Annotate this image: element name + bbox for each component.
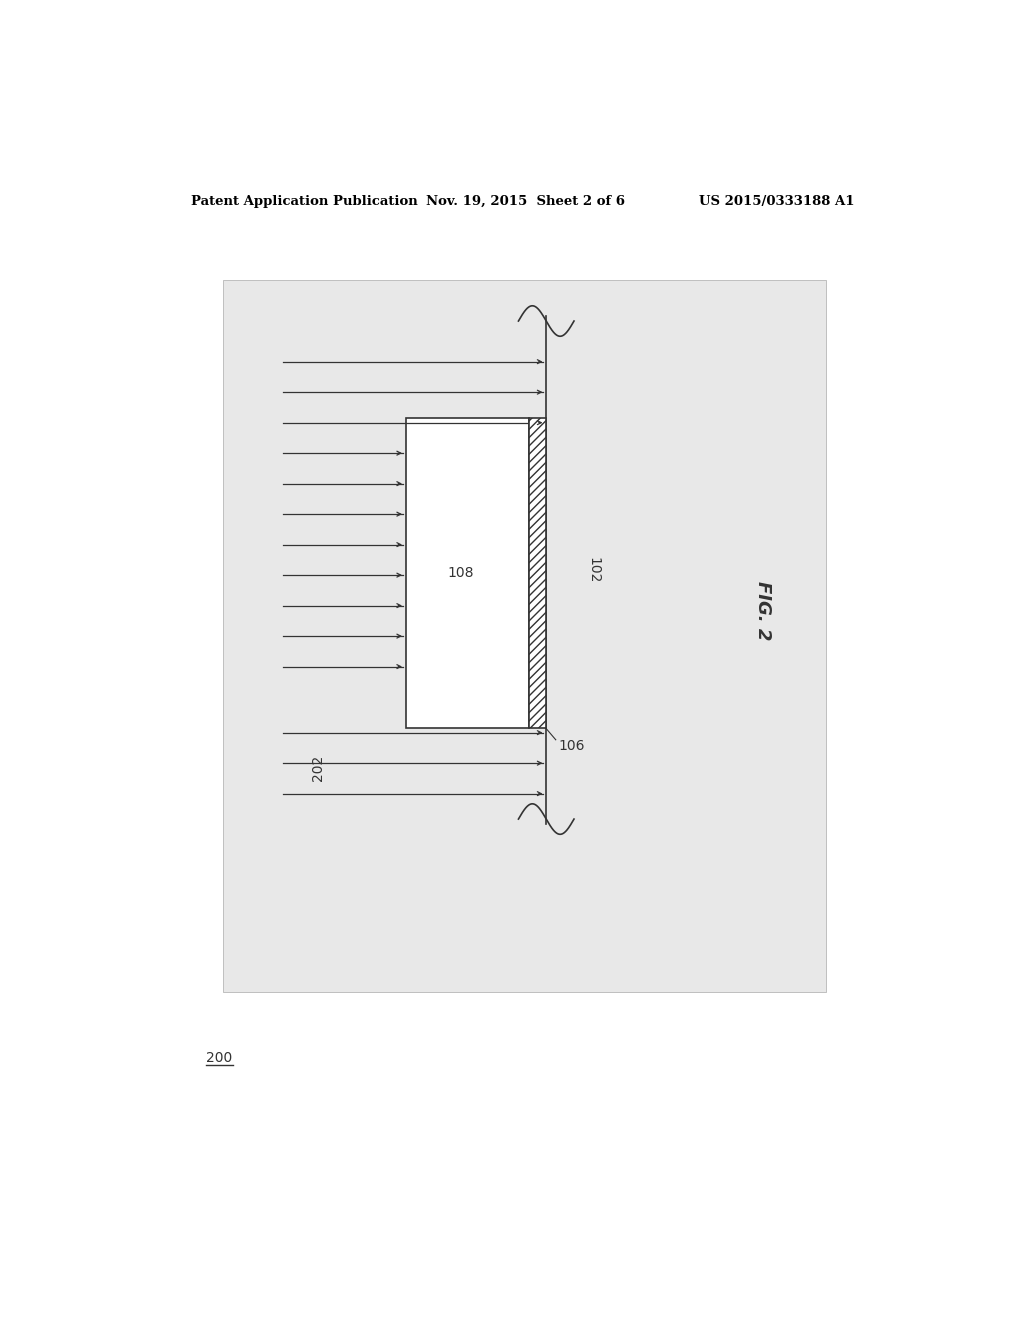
- Text: Patent Application Publication: Patent Application Publication: [191, 194, 418, 207]
- Bar: [528, 417, 546, 727]
- Text: 102: 102: [587, 557, 601, 583]
- Text: 202: 202: [311, 755, 326, 781]
- Text: FIG. 2: FIG. 2: [754, 581, 772, 640]
- Text: Nov. 19, 2015  Sheet 2 of 6: Nov. 19, 2015 Sheet 2 of 6: [426, 194, 625, 207]
- Text: 106: 106: [558, 739, 585, 752]
- Text: US 2015/0333188 A1: US 2015/0333188 A1: [699, 194, 855, 207]
- Text: 200: 200: [206, 1051, 232, 1065]
- Bar: [223, 280, 826, 991]
- Bar: [406, 417, 528, 727]
- Text: 108: 108: [447, 565, 474, 579]
